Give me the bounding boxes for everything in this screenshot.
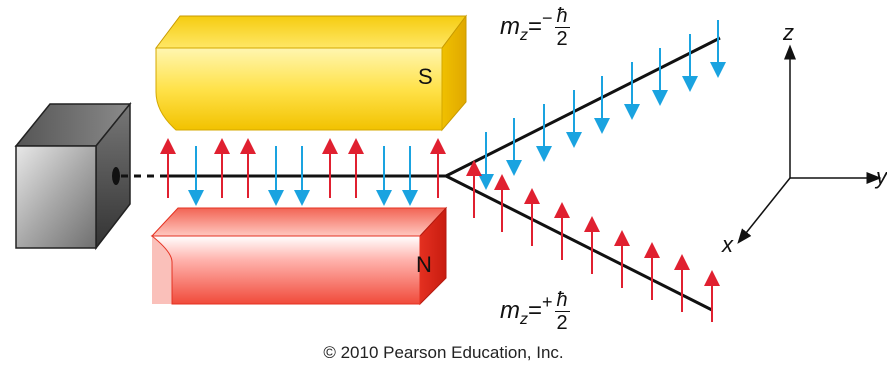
lower-beam-arrows bbox=[466, 160, 720, 322]
hbar-numerator: ħ bbox=[554, 289, 570, 312]
mz-symbol: m bbox=[500, 296, 520, 324]
north-magnet bbox=[150, 206, 448, 306]
north-pole-label: N bbox=[416, 252, 432, 277]
mz-subscript: z bbox=[520, 26, 528, 44]
oven-aperture bbox=[112, 167, 120, 185]
atom-oven bbox=[14, 101, 132, 251]
mixed-spin-arrows bbox=[160, 138, 446, 206]
equals-sign: = bbox=[528, 296, 543, 324]
lower-beam-label: mz=+ ħ 2 bbox=[500, 290, 570, 333]
upper-beam-label: mz=− ħ 2 bbox=[500, 6, 570, 49]
minus-sign: − bbox=[542, 7, 553, 28]
denominator: 2 bbox=[556, 28, 568, 50]
copyright-notice: © 2010 Pearson Education, Inc. bbox=[323, 343, 564, 362]
x-axis-label: x bbox=[722, 232, 733, 257]
hbar-numerator: ħ bbox=[554, 5, 570, 28]
upper-beam-arrows bbox=[478, 20, 726, 190]
z-axis-label: z bbox=[783, 20, 794, 45]
south-pole-label: S bbox=[418, 64, 433, 89]
upper-beam-line bbox=[445, 36, 721, 178]
mz-subscript: z bbox=[520, 310, 528, 328]
south-magnet bbox=[155, 14, 467, 132]
coordinate-axes bbox=[737, 44, 882, 244]
denominator: 2 bbox=[556, 312, 568, 334]
mz-symbol: m bbox=[500, 12, 520, 40]
y-axis-label: y bbox=[876, 164, 887, 189]
equals-sign: = bbox=[528, 12, 543, 40]
x-axis bbox=[737, 177, 791, 244]
lower-beam-line bbox=[445, 174, 713, 312]
plus-sign: + bbox=[542, 291, 553, 312]
